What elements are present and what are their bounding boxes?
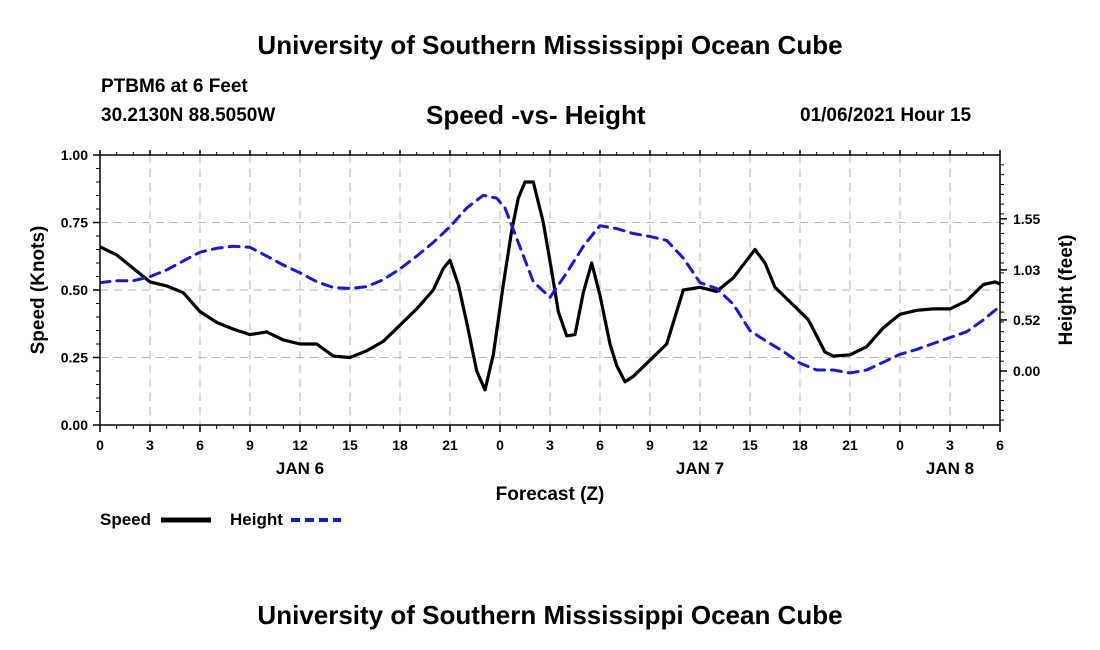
legend: Speed Height bbox=[100, 510, 341, 529]
y2-tick-label: 1.03 bbox=[1013, 262, 1040, 278]
x-axis-label: Forecast (Z) bbox=[496, 484, 605, 505]
x-tick-label: 6 bbox=[996, 437, 1004, 453]
x-tick-label: 18 bbox=[792, 437, 808, 453]
day-label: JAN 6 bbox=[276, 459, 324, 478]
chart-title: Speed -vs- Height bbox=[426, 100, 646, 130]
x-tick-label: 21 bbox=[442, 437, 458, 453]
series-speed-line bbox=[100, 180, 1000, 392]
x-tick-label: 3 bbox=[146, 437, 154, 453]
coordinates-label: 30.2130N 88.5050W bbox=[101, 105, 276, 126]
y-tick-label: 0.25 bbox=[61, 350, 88, 366]
day-label: JAN 8 bbox=[926, 459, 974, 478]
day-label: JAN 7 bbox=[676, 459, 724, 478]
x-tick-label: 0 bbox=[896, 437, 904, 453]
header-title: University of Southern Mississippi Ocean… bbox=[257, 30, 843, 60]
x-tick-label: 15 bbox=[342, 437, 358, 453]
x-tick-label: 9 bbox=[646, 437, 654, 453]
footer-title: University of Southern Mississippi Ocean… bbox=[257, 600, 843, 630]
series-layer bbox=[100, 180, 1000, 392]
grid-layer bbox=[100, 155, 1000, 425]
series-height-line bbox=[100, 193, 1000, 375]
y2-axis-label: Height (feet) bbox=[1056, 235, 1077, 346]
x-tick-label: 15 bbox=[742, 437, 758, 453]
y2-tick-label: 1.55 bbox=[1013, 211, 1040, 227]
legend-label-speed: Speed bbox=[100, 510, 151, 529]
y-tick-label: 0.50 bbox=[61, 282, 88, 298]
x-tick-label: 12 bbox=[292, 437, 308, 453]
y-tick-label: 1.00 bbox=[61, 147, 88, 163]
x-tick-label: 18 bbox=[392, 437, 408, 453]
axis-layer: 0 3 6 9 12 15 18 21 0 3 6 9 12 15 18 21 0 3 6 0.00 0.25 0.50 0… bbox=[61, 147, 1041, 478]
station-label: PTBM6 at 6 Feet bbox=[101, 76, 248, 97]
y-axis-label: Speed (Knots) bbox=[28, 226, 49, 355]
x-tick-label: 0 bbox=[496, 437, 504, 453]
x-tick-label: 21 bbox=[842, 437, 858, 453]
y-tick-label: 0.75 bbox=[61, 215, 88, 231]
timestamp-label: 01/06/2021 Hour 15 bbox=[800, 105, 972, 126]
y2-tick-label: 0.52 bbox=[1013, 312, 1040, 328]
y2-tick-label: 0.00 bbox=[1013, 363, 1040, 379]
x-tick-label: 3 bbox=[946, 437, 954, 453]
x-tick-label: 0 bbox=[96, 437, 104, 453]
x-tick-label: 6 bbox=[596, 437, 604, 453]
legend-label-height: Height bbox=[230, 510, 283, 529]
x-tick-label: 6 bbox=[196, 437, 204, 453]
x-tick-label: 12 bbox=[692, 437, 708, 453]
x-tick-label: 3 bbox=[546, 437, 554, 453]
x-tick-label: 9 bbox=[246, 437, 254, 453]
y-tick-label: 0.00 bbox=[61, 417, 88, 433]
